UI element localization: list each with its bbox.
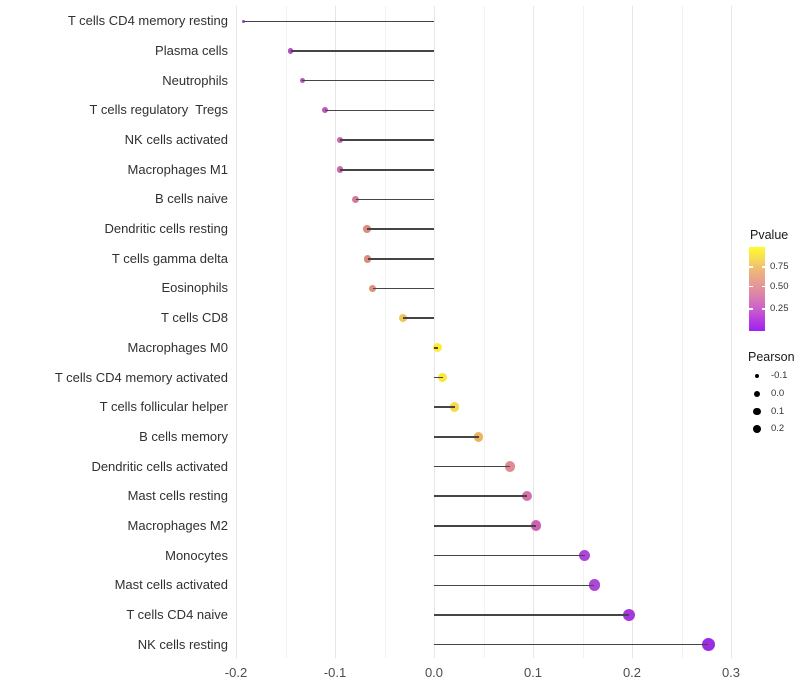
pvalue-tick-label: 0.75 — [770, 261, 789, 272]
x-tick-label: -0.2 — [224, 665, 248, 680]
y-axis-label: Macrophages M2 — [127, 517, 228, 533]
pvalue-legend-title: Pvalue — [750, 228, 789, 242]
colorbar-tick — [749, 285, 753, 288]
y-axis-label: T cells CD4 memory activated — [54, 369, 228, 385]
y-axis-label: Mast cells activated — [114, 577, 228, 593]
colorbar-tick — [749, 266, 753, 268]
x-tick-label: 0.0 — [424, 665, 444, 680]
y-axis-label: T cells CD8 — [161, 310, 228, 326]
data-point — [438, 372, 448, 383]
data-point — [363, 255, 372, 263]
lollipop-stem — [243, 20, 434, 23]
lollipop-stem — [403, 317, 434, 319]
y-axis-label: T cells gamma delta — [111, 250, 228, 266]
lollipop-stem — [372, 287, 434, 290]
pvalue-colorbar — [749, 247, 765, 331]
colorbar-tick — [761, 266, 765, 268]
y-axis-label: NK cells resting — [137, 636, 228, 652]
lollipop-stem — [434, 525, 536, 527]
pearson-size-label: 0.2 — [771, 423, 785, 434]
gridline-minor — [582, 6, 584, 658]
x-tick-label: 0.3 — [721, 665, 741, 680]
lollipop-stem — [339, 139, 434, 141]
y-axis-label: Eosinophils — [161, 280, 229, 296]
pearson-size-dot — [752, 424, 762, 434]
y-axis-label: T cells regulatory Tregs — [89, 102, 228, 118]
pearson-legend-title: Pearson — [748, 350, 795, 364]
x-tick-label: -0.1 — [323, 665, 347, 680]
y-axis-label: T cells follicular helper — [99, 399, 228, 415]
gridline-major — [335, 6, 336, 658]
data-point — [287, 48, 293, 54]
y-axis-label: Neutrophils — [162, 72, 228, 88]
pvalue-tick-label: 0.25 — [770, 303, 789, 314]
gridline-minor — [285, 6, 287, 658]
data-point — [352, 195, 360, 203]
x-tick-label: 0.2 — [622, 665, 642, 680]
lollipop-stem — [434, 495, 528, 497]
pearson-size-dot — [753, 407, 761, 416]
gridline-minor — [384, 6, 386, 658]
gridline-major — [434, 6, 435, 658]
lollipop-stem — [302, 79, 434, 82]
data-point — [588, 579, 601, 592]
lollipop-stem — [434, 376, 443, 379]
lollipop-stem — [434, 347, 438, 349]
x-tick-label: 0.1 — [523, 665, 543, 680]
gridline-major — [236, 6, 237, 658]
pearson-size-label: 0.1 — [771, 405, 785, 417]
pearson-size-dot — [754, 373, 760, 379]
colorbar-tick — [749, 308, 753, 310]
y-axis-label: T cells CD4 memory resting — [67, 13, 228, 29]
lollipop-stem — [434, 614, 629, 616]
lollipop-stem — [355, 198, 434, 201]
lollipop-stem — [434, 554, 585, 557]
data-point — [505, 461, 516, 472]
y-axis-label: Macrophages M1 — [127, 161, 228, 177]
y-axis-label: NK cells activated — [124, 132, 228, 147]
pvalue-tick-label: 0.50 — [770, 280, 789, 292]
data-point — [701, 637, 715, 652]
pearson-size-dot — [753, 390, 761, 398]
y-axis-label: Mast cells resting — [127, 488, 228, 504]
pearson-size-label: -0.1 — [771, 370, 788, 381]
gridline-major — [731, 6, 732, 658]
lollipop-stem — [290, 50, 434, 52]
lollipop-stem — [367, 258, 434, 260]
gridline-minor — [681, 6, 683, 658]
colorbar-tick — [761, 308, 765, 310]
gridline-major — [533, 6, 534, 658]
y-axis-label: B cells memory — [139, 428, 228, 444]
lollipop-stem — [339, 169, 434, 171]
lollipop-stem — [325, 109, 434, 112]
lollipop-stem — [434, 584, 595, 586]
colorbar-tick — [761, 285, 765, 288]
lollipop-stem — [434, 643, 709, 646]
y-axis-label: Monocytes — [165, 547, 228, 563]
y-axis-label: Dendritic cells activated — [91, 458, 228, 474]
y-axis-label: Plasma cells — [155, 43, 228, 58]
lollipop-stem — [434, 436, 479, 438]
lollipop-stem — [434, 465, 511, 468]
pearson-size-label: 0.0 — [771, 388, 785, 399]
gridline-major — [632, 6, 633, 658]
y-axis-label: Macrophages M0 — [127, 339, 228, 355]
y-axis-label: T cells CD4 naive — [126, 606, 228, 622]
gridline-minor — [483, 6, 485, 658]
lollipop-stem — [434, 406, 455, 408]
y-axis-label: B cells naive — [155, 191, 228, 207]
lollipop-stem — [366, 228, 434, 230]
data-point — [321, 107, 329, 114]
y-axis-label: Dendritic cells resting — [104, 221, 228, 237]
